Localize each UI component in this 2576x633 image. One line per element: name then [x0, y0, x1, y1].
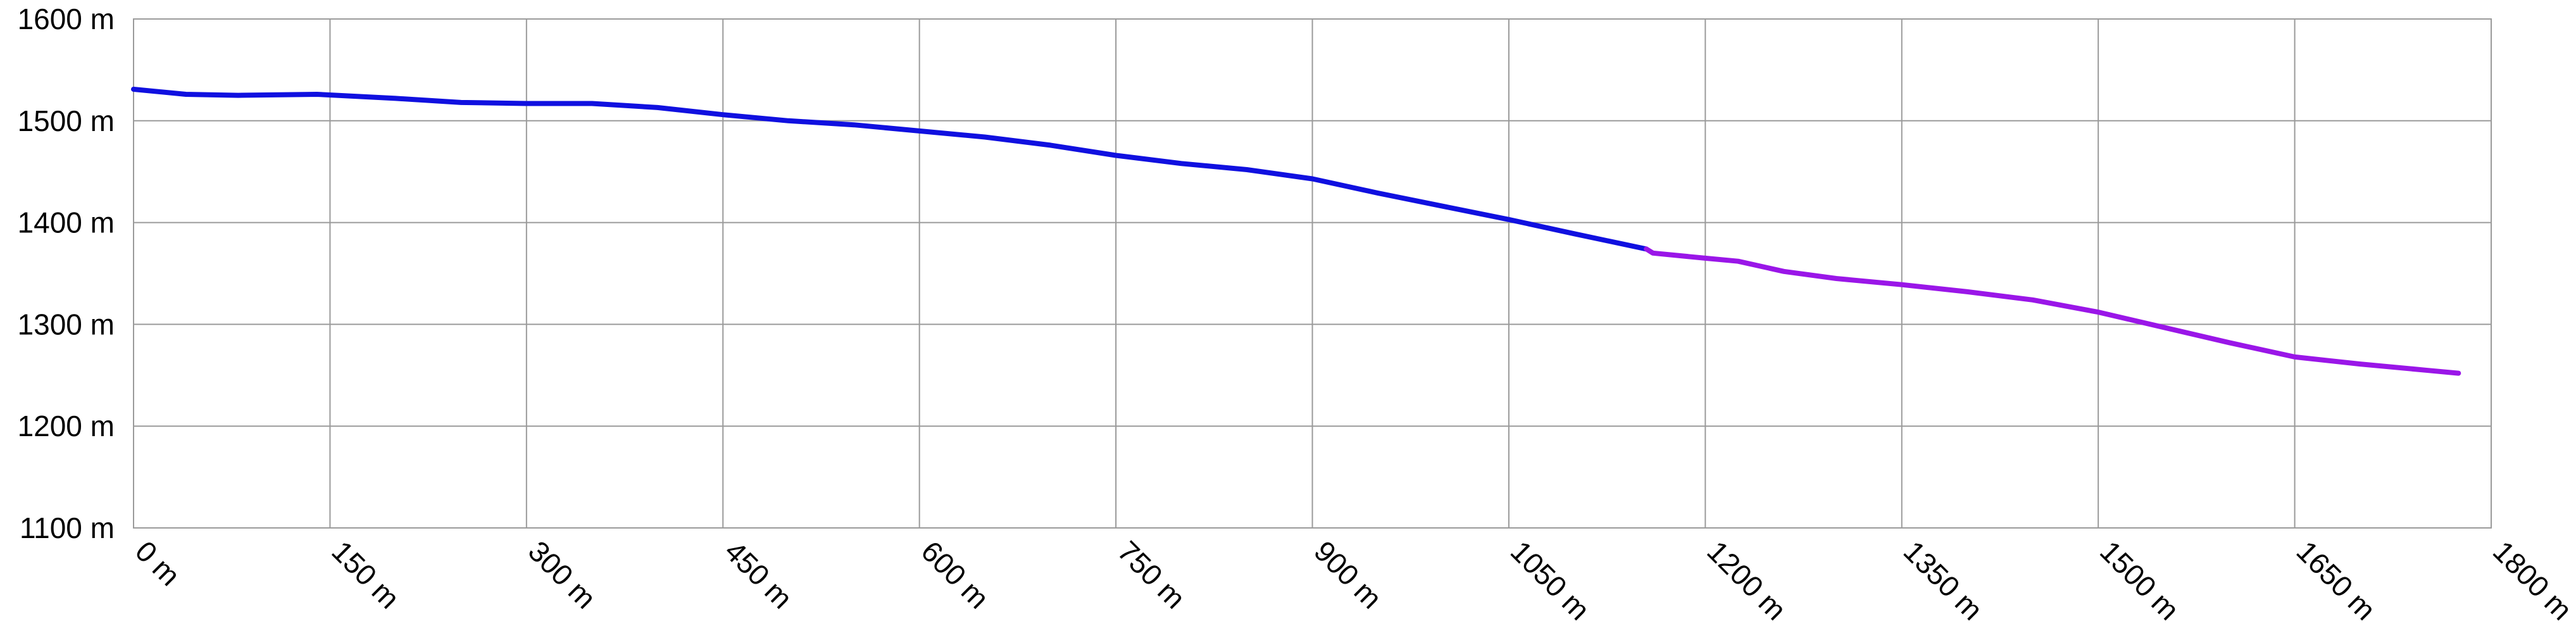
- x-tick-label: 150 m: [325, 534, 406, 615]
- series-line-1: [131, 87, 1649, 252]
- x-tick-label: 1200 m: [1701, 534, 1792, 626]
- y-tick-label: 1600 m: [18, 3, 115, 35]
- x-tick-label: 450 m: [718, 534, 799, 615]
- x-tick-label: 1800 m: [2487, 534, 2576, 626]
- y-tick-label: 1300 m: [18, 308, 115, 341]
- series-line-2: [1644, 246, 2461, 376]
- chart-series-group: [131, 87, 2461, 376]
- chart-grid: [133, 18, 2492, 529]
- x-tick-label: 300 m: [522, 534, 603, 615]
- x-tick-label: 900 m: [1308, 534, 1388, 615]
- y-tick-label: 1100 m: [20, 511, 115, 544]
- x-tick-label: 0 m: [129, 534, 187, 592]
- plot-area-frame: [133, 18, 2492, 529]
- y-tick-label: 1200 m: [18, 410, 115, 442]
- y-tick-label: 1400 m: [18, 206, 115, 239]
- y-tick-label: 1500 m: [18, 104, 115, 137]
- x-tick-label: 1050 m: [1504, 534, 1596, 626]
- x-tick-label: 1650 m: [2291, 534, 2382, 626]
- y-axis-tick-labels: 1100 m 1200 m 1300 m 1400 m 1500 m 1600 m: [18, 3, 115, 544]
- x-tick-label: 750 m: [1111, 534, 1192, 615]
- x-axis-tick-labels: 0 m 150 m 300 m 450 m 600 m 750 m 900 m 1050 m 1…: [129, 534, 2576, 626]
- x-tick-label: 1350 m: [1898, 534, 1989, 626]
- x-tick-label: 1500 m: [2094, 534, 2185, 626]
- x-tick-label: 600 m: [915, 534, 996, 615]
